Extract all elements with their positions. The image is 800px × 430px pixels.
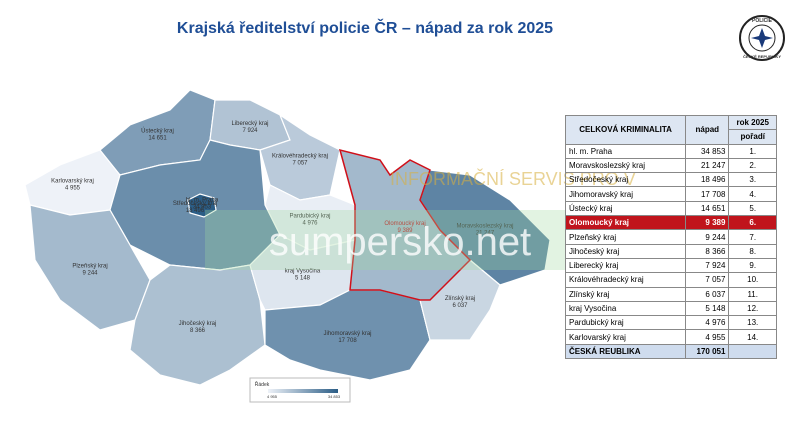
region-value: 21 247 — [476, 231, 495, 237]
table-cell: 7 924 — [685, 257, 730, 274]
region-value: 8 366 — [190, 328, 206, 334]
region-value: 7 057 — [292, 161, 308, 167]
table-cell: kraj Vysočina — [564, 300, 687, 317]
total-value: 170 051 — [685, 343, 730, 360]
legend-max: 34 853 — [328, 394, 341, 399]
region-value: 9 244 — [82, 271, 98, 277]
table-cell: 8 366 — [685, 243, 730, 259]
table-cell: Pardubický kraj — [564, 315, 687, 331]
table-cell: 4. — [728, 186, 777, 202]
region-name: Ústecký kraj — [141, 128, 174, 135]
table-cell: 4 955 — [685, 329, 730, 345]
table-cell: hl. m. Praha — [564, 143, 687, 159]
region-value: 4 955 — [65, 186, 81, 192]
region-name: kraj Vysočina — [285, 269, 321, 275]
region-name: Olomoucký kraj — [384, 221, 425, 227]
region-value: 5 148 — [295, 276, 311, 282]
table-cell: 5. — [728, 200, 777, 217]
table-cell: Karlovarský kraj — [564, 329, 687, 345]
table-cell: 21 247 — [685, 157, 730, 174]
table-cell: 6. — [728, 215, 777, 231]
region-value: 6 037 — [452, 303, 468, 309]
watermark: sumpersko.net — [269, 220, 531, 264]
region-name: Liberecký kraj — [231, 121, 268, 127]
legend-min: 4 955 — [267, 394, 278, 399]
table-cell: 13. — [728, 315, 777, 331]
logo-bottom: ČESKÉ REPUBLIKY — [743, 54, 781, 59]
region-name: Jihočeský kraj — [179, 321, 217, 327]
title: Krajská ředitelství policie ČR – nápad z… — [176, 20, 554, 37]
header: nápad — [685, 115, 730, 145]
table-cell: Jihočeský kraj — [564, 243, 687, 259]
table-cell: 11. — [728, 286, 777, 302]
table-cell: 18 496 — [685, 172, 730, 188]
table-cell: 2. — [728, 157, 777, 174]
region-value: 17 708 — [338, 338, 357, 344]
table-cell: 6 037 — [685, 286, 730, 302]
region-value: 14 651 — [148, 136, 167, 142]
header: pořadí — [728, 129, 777, 145]
table-cell: 8. — [728, 243, 777, 259]
region-name: Moravskoslezský kraj — [456, 224, 513, 230]
region-value: 4 976 — [302, 221, 318, 227]
header: CELKOVÁ KRIMINALITA — [564, 115, 687, 145]
table-cell: Moravskoslezský kraj — [564, 157, 687, 174]
table-cell: 9 389 — [685, 215, 730, 231]
region — [338, 148, 472, 301]
table-cell: 7 057 — [685, 272, 730, 288]
region-name: Plzeňský kraj — [72, 264, 107, 270]
table-cell: Liberecký kraj — [564, 257, 687, 274]
logo-top: POLICIE — [752, 18, 773, 24]
region-value: 34 853 — [193, 205, 212, 211]
table-cell: 5 148 — [685, 300, 730, 317]
table-cell: Královéhradecký kraj — [564, 272, 687, 288]
table-cell: Ústecký kraj — [564, 200, 687, 217]
total-label: ČESKÁ REUBLIKA — [564, 343, 687, 360]
table-cell: 10. — [728, 272, 777, 288]
region-name: Zlínský kraj — [445, 296, 475, 302]
table-cell: 14 651 — [685, 200, 730, 217]
table-cell: Středočeský kraj — [564, 172, 687, 188]
region-value: 18 496 — [186, 208, 205, 214]
region-value: 9 389 — [397, 228, 413, 234]
region-value: 7 924 — [242, 128, 258, 134]
table-cell: 9. — [728, 257, 777, 274]
table-cell: 7. — [728, 229, 777, 245]
table-cell: 4 976 — [685, 315, 730, 331]
region-name: Pardubický kraj — [289, 214, 330, 220]
legend: Řádek 4 955 34 853 — [249, 377, 351, 403]
table-cell: Zlínský kraj — [564, 286, 687, 302]
table-cell: 17 708 — [685, 186, 730, 202]
legend-title: Řádek — [255, 380, 270, 388]
region-name: Karlovarský kraj — [51, 179, 94, 185]
table-cell: 3. — [728, 172, 777, 188]
region-name: Jihomoravský kraj — [323, 331, 371, 337]
logo: POLICIE ČESKÉ REPUBLIKY — [739, 15, 785, 61]
table-cell: 9 244 — [685, 229, 730, 245]
table-cell: Jihomoravský kraj — [564, 186, 687, 202]
table-cell: Olomoucký kraj — [564, 215, 687, 231]
region-name: Královéhradecký kraj — [272, 154, 328, 160]
region-name: Středočeský kraj — [173, 201, 217, 207]
table-cell: 14. — [728, 329, 777, 345]
table-cell: 12. — [728, 300, 777, 317]
region — [129, 264, 266, 386]
table-cell: Plzeňský kraj — [564, 229, 687, 245]
header: rok 2025 — [728, 114, 777, 131]
region-name: hl. m. Praha — [186, 198, 219, 204]
region — [187, 193, 217, 218]
ranking-table: CELKOVÁ KRIMINALITA nápad rok 2025 pořadí … — [564, 114, 777, 360]
table-cell: 34 853 — [685, 143, 730, 159]
table-cell: 1. — [728, 143, 777, 159]
